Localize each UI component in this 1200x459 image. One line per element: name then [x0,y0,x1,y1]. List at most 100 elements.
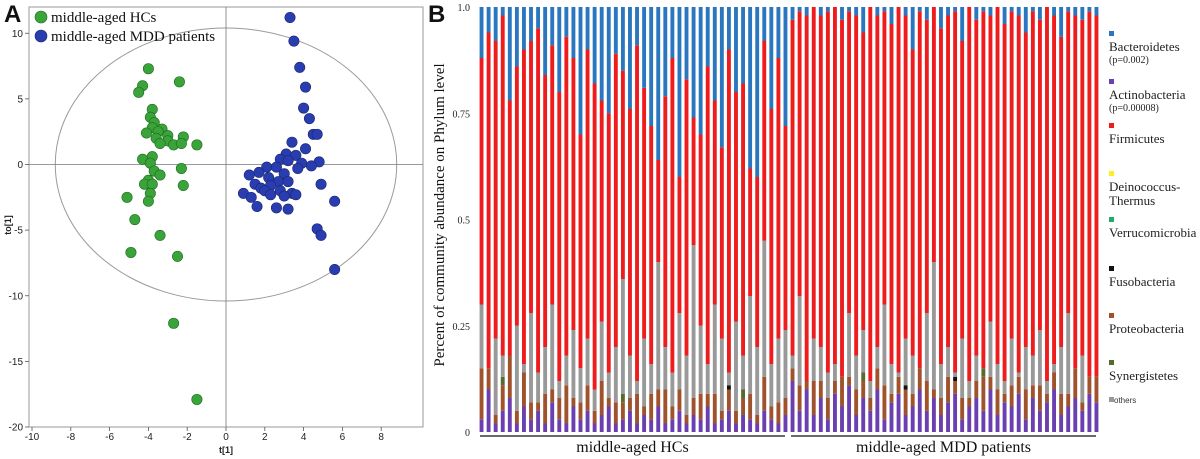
bar-segment-actinobacteria [635,423,639,432]
x-tick-label: -4 [144,432,153,443]
bar-segment-actinobacteria [790,381,795,432]
bar-segment-actinobacteria [854,415,859,432]
bar-segment-actinobacteria [861,398,866,432]
bar-segment-proteobacteria [649,393,654,420]
point-mdd [253,166,265,178]
bar-segment-actinobacteria [818,398,823,432]
point-mdd [290,149,302,161]
y-tick-label: 10 [12,29,24,40]
x-tick-label: 0 [223,432,229,443]
point-hcs [142,63,154,75]
bar-segment-others [698,325,703,394]
point-hcs [121,191,133,203]
bar-segment-others [953,372,958,377]
bar-segment-actinobacteria [882,419,887,432]
bar-segment-firmicutes [550,45,555,305]
bar-segment-proteobacteria [910,393,915,407]
bar-segment-firmicutes [854,15,859,356]
bar-segment-actinobacteria [840,406,844,432]
point-hcs [175,138,187,150]
bar-segment-others [889,364,894,394]
bar-segment-actinobacteria [974,398,979,432]
point-mdd [290,189,302,201]
bar-segment-others [592,389,597,411]
bar-segment-others [1066,313,1071,394]
bar-segment-firmicutes [712,100,717,305]
bar-segment-firmicutes [1023,32,1028,347]
bar-segment-firmicutes [684,79,689,356]
bar-segment-others [656,262,661,390]
bar-segment-bacteroidetes [847,7,852,12]
bar-segment-firmicutes [578,134,583,369]
bar-segment-bacteroidetes [592,7,597,84]
bar-segment-actinobacteria [1009,406,1014,432]
legend-label-hcs: middle-aged HCs [51,10,157,26]
bar-segment-actinobacteria [705,406,710,432]
panel-a-letter: A [4,1,21,28]
bar-segment-actinobacteria [924,410,929,432]
bar-segment-others [748,296,753,394]
point-mdd [286,136,298,148]
bar-segment-bacteroidetes [486,7,491,33]
bar-segment-firmicutes [910,49,915,356]
bar-segment-actinobacteria [967,406,972,432]
bar-segment-proteobacteria [868,398,873,411]
bar-segment-bacteroidetes [557,7,562,92]
point-hcs [125,246,137,258]
bar-segment-proteobacteria [776,402,781,424]
bar-segment-others [896,372,901,377]
bar-segment-bacteroidetes [677,7,682,177]
point-mdd [282,203,294,215]
stacked-bar-panel: Percent of community abundance on Phylum… [432,3,1197,456]
bar-segment-proteobacteria [832,381,837,394]
bar-segment-proteobacteria [797,385,802,411]
bar-segment-others [719,338,724,411]
bar-segment-others [1037,330,1042,386]
bar-segment-bacteroidetes [762,7,767,41]
bar-segment-actinobacteria [946,402,950,432]
legend-swatch [1109,171,1114,176]
bar-segment-others [882,304,887,386]
bar-segment-actinobacteria [649,419,654,432]
bar-segment-bacteroidetes [1023,7,1028,33]
bar-segment-proteobacteria [620,402,625,420]
bar-segment-actinobacteria [811,415,816,432]
bar-segment-firmicutes [1009,11,1014,339]
bar-segment-others [1059,347,1064,394]
bar-segment-firmicutes [783,126,788,330]
bar-segment-bacteroidetes [861,7,866,33]
legend-label: Verrucomicrobia [1109,225,1197,240]
bar-segment-others [599,321,604,381]
legend-label: Firmicutes [1109,131,1165,146]
bar-segment-proteobacteria [939,398,943,415]
bar-segment-bacteroidetes [564,7,569,37]
bar-segment-proteobacteria [804,381,809,390]
bar-segment-proteobacteria [656,389,661,407]
bar-segment-bacteroidetes [1052,7,1057,16]
bar-segment-firmicutes [493,41,498,339]
bar-segment-actinobacteria [521,406,526,432]
legend-swatch [1109,31,1114,36]
bar-segment-proteobacteria [818,381,823,398]
bar-segment-bacteroidetes [882,7,887,12]
point-mdd [270,202,282,214]
bar-segment-firmicutes [818,15,823,347]
legend-marker-hcs [34,10,48,24]
bar-segment-proteobacteria [981,376,986,411]
bar-segment-bacteroidetes [585,7,590,50]
bar-segment-others [924,313,929,381]
bar-segment-bacteroidetes [1037,7,1042,20]
legend-swatch [1109,360,1114,365]
y-tick-label: -15 [9,357,24,368]
bar-segment-firmicutes [741,83,746,356]
bar-segment-actinobacteria [981,410,986,432]
bar-segment-others [649,364,654,394]
bar-segment-proteobacteria [585,385,590,411]
bar-segment-bacteroidetes [507,7,512,101]
legend-label-mdd: middle-aged MDD patients [51,29,215,45]
point-hcs [168,317,180,329]
bar-segment-bacteroidetes [748,7,753,169]
bar-segment-synergistetes [500,376,505,386]
